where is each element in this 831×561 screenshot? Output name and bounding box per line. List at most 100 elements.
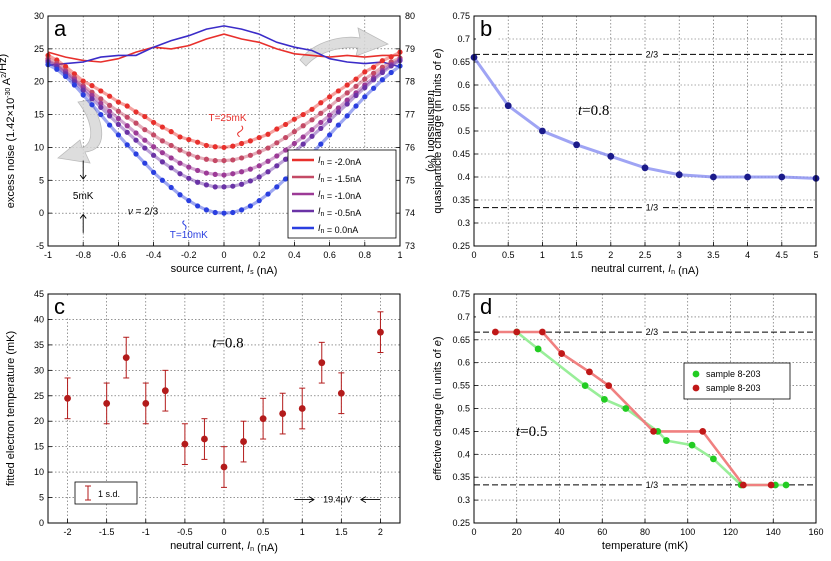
data-point xyxy=(256,134,262,141)
data-point xyxy=(388,69,394,76)
axes-frame xyxy=(47,15,401,247)
tick-label-y2: 74 xyxy=(405,208,415,218)
data-point xyxy=(124,123,130,129)
data-point xyxy=(122,354,130,362)
data-point xyxy=(279,410,287,417)
legend-swatch xyxy=(692,384,700,392)
data-point xyxy=(195,167,201,174)
legend-label: In = 0.0nA xyxy=(318,223,358,235)
panel-d: 0 20 40 60 80 100 120 140 160 0.25 0.3 0.35 0.4 0.45 0… xyxy=(432,289,824,552)
tick-label-x: 2 xyxy=(608,250,613,260)
reference-label-bg xyxy=(641,479,662,490)
data-point xyxy=(221,184,227,190)
data-point xyxy=(142,400,150,407)
tick-label-y: 0.6 xyxy=(457,80,470,90)
y-axis-label: excess noise (1.42×10-30 A2/Hz) xyxy=(0,54,17,208)
data-point xyxy=(662,437,670,444)
data-point xyxy=(309,106,315,112)
data-point xyxy=(344,113,350,119)
panel-label: d xyxy=(480,294,492,319)
data-point xyxy=(335,122,341,128)
data-point xyxy=(265,158,271,164)
panel-label: a xyxy=(54,16,67,41)
arrow-head-icon xyxy=(360,496,367,503)
tick-label-x: 0.8 xyxy=(359,250,372,260)
arrow-head-icon xyxy=(79,174,87,180)
data-point xyxy=(675,171,683,179)
data-point xyxy=(133,151,139,157)
tick-label-y: 25 xyxy=(34,391,44,401)
axes-frame xyxy=(473,293,817,524)
data-point xyxy=(256,149,262,155)
data-point xyxy=(344,97,350,103)
data-point xyxy=(379,69,385,76)
tick-label-y2: 78 xyxy=(405,77,415,87)
data-point xyxy=(362,76,368,82)
reference-label: 2/3 xyxy=(646,327,659,337)
legend-label: sample 8-203 xyxy=(706,383,761,393)
data-point xyxy=(283,121,289,128)
tick-label-y: 0.65 xyxy=(452,335,470,345)
annotation-scale: 19.4μV xyxy=(323,495,352,505)
y-axis-label: fitted electron temperature (mK) xyxy=(5,331,17,486)
data-point xyxy=(221,157,227,164)
data-point xyxy=(89,102,95,108)
data-point xyxy=(247,203,253,209)
t-annotation: t=0.8 xyxy=(212,335,243,351)
tick-label-x: -1.5 xyxy=(99,527,115,537)
data-point xyxy=(212,209,218,216)
data-point xyxy=(240,438,247,445)
data-point xyxy=(327,112,333,118)
tick-label-y: 0 xyxy=(39,208,44,218)
data-point xyxy=(159,150,165,156)
panel-label-bg xyxy=(476,18,498,40)
data-point xyxy=(558,350,566,357)
tick-label-y: 0.65 xyxy=(452,57,470,67)
data-point xyxy=(283,156,289,162)
data-point xyxy=(379,77,385,83)
data-point xyxy=(265,145,271,151)
tick-label-x: 120 xyxy=(723,527,738,537)
tick-label-y: 10 xyxy=(34,467,44,477)
data-point xyxy=(353,103,359,109)
panel-b: 0 0.5 1 1.5 2 2.5 3 3.5 4 4.5 5 0.25 0.3 0.35 0.4 0.45 0… xyxy=(432,11,820,277)
tick-label-y: 30 xyxy=(34,11,44,21)
data-point xyxy=(362,85,368,91)
data-point xyxy=(335,88,341,94)
tick-label-x: 0 xyxy=(221,527,226,537)
data-point xyxy=(388,63,394,69)
tick-label-x: 3.5 xyxy=(707,250,720,260)
data-point xyxy=(327,117,333,124)
data-point xyxy=(491,328,499,336)
data-point xyxy=(318,110,324,116)
data-point xyxy=(291,116,297,122)
tick-label-x: 2.5 xyxy=(639,250,652,260)
tick-label-y: 0.7 xyxy=(457,34,470,44)
legend-label: sample 8-203 xyxy=(706,369,761,379)
data-point xyxy=(64,394,71,402)
tick-label-x: -1 xyxy=(44,250,52,260)
data-point xyxy=(739,481,747,489)
tick-label-y2: 73 xyxy=(405,241,415,251)
data-point xyxy=(622,405,630,412)
data-point xyxy=(107,113,113,119)
tick-label-x: 0.2 xyxy=(253,250,266,260)
data-point xyxy=(203,142,209,149)
data-point xyxy=(212,144,218,150)
arrow-head-icon xyxy=(308,496,315,503)
data-point xyxy=(177,171,183,177)
panel-a: -1 -0.8 -0.6 -0.4 -0.2 0 0.2 0.4 0.6 0.8 1 -5 0 5 10 15… xyxy=(0,11,437,277)
data-point xyxy=(71,82,77,88)
transmission-line xyxy=(47,33,400,63)
data-point xyxy=(98,104,104,110)
data-point xyxy=(239,169,245,175)
tick-label-y: 10 xyxy=(34,142,44,152)
data-point xyxy=(115,121,121,128)
tick-label-y: 20 xyxy=(34,416,44,426)
data-point xyxy=(298,405,306,412)
y2-axis-label: transmission (%) xyxy=(425,90,437,172)
data-point xyxy=(177,160,183,166)
data-point xyxy=(581,382,589,389)
reference-label-bg xyxy=(641,49,662,60)
tick-label-x: 100 xyxy=(680,527,695,537)
